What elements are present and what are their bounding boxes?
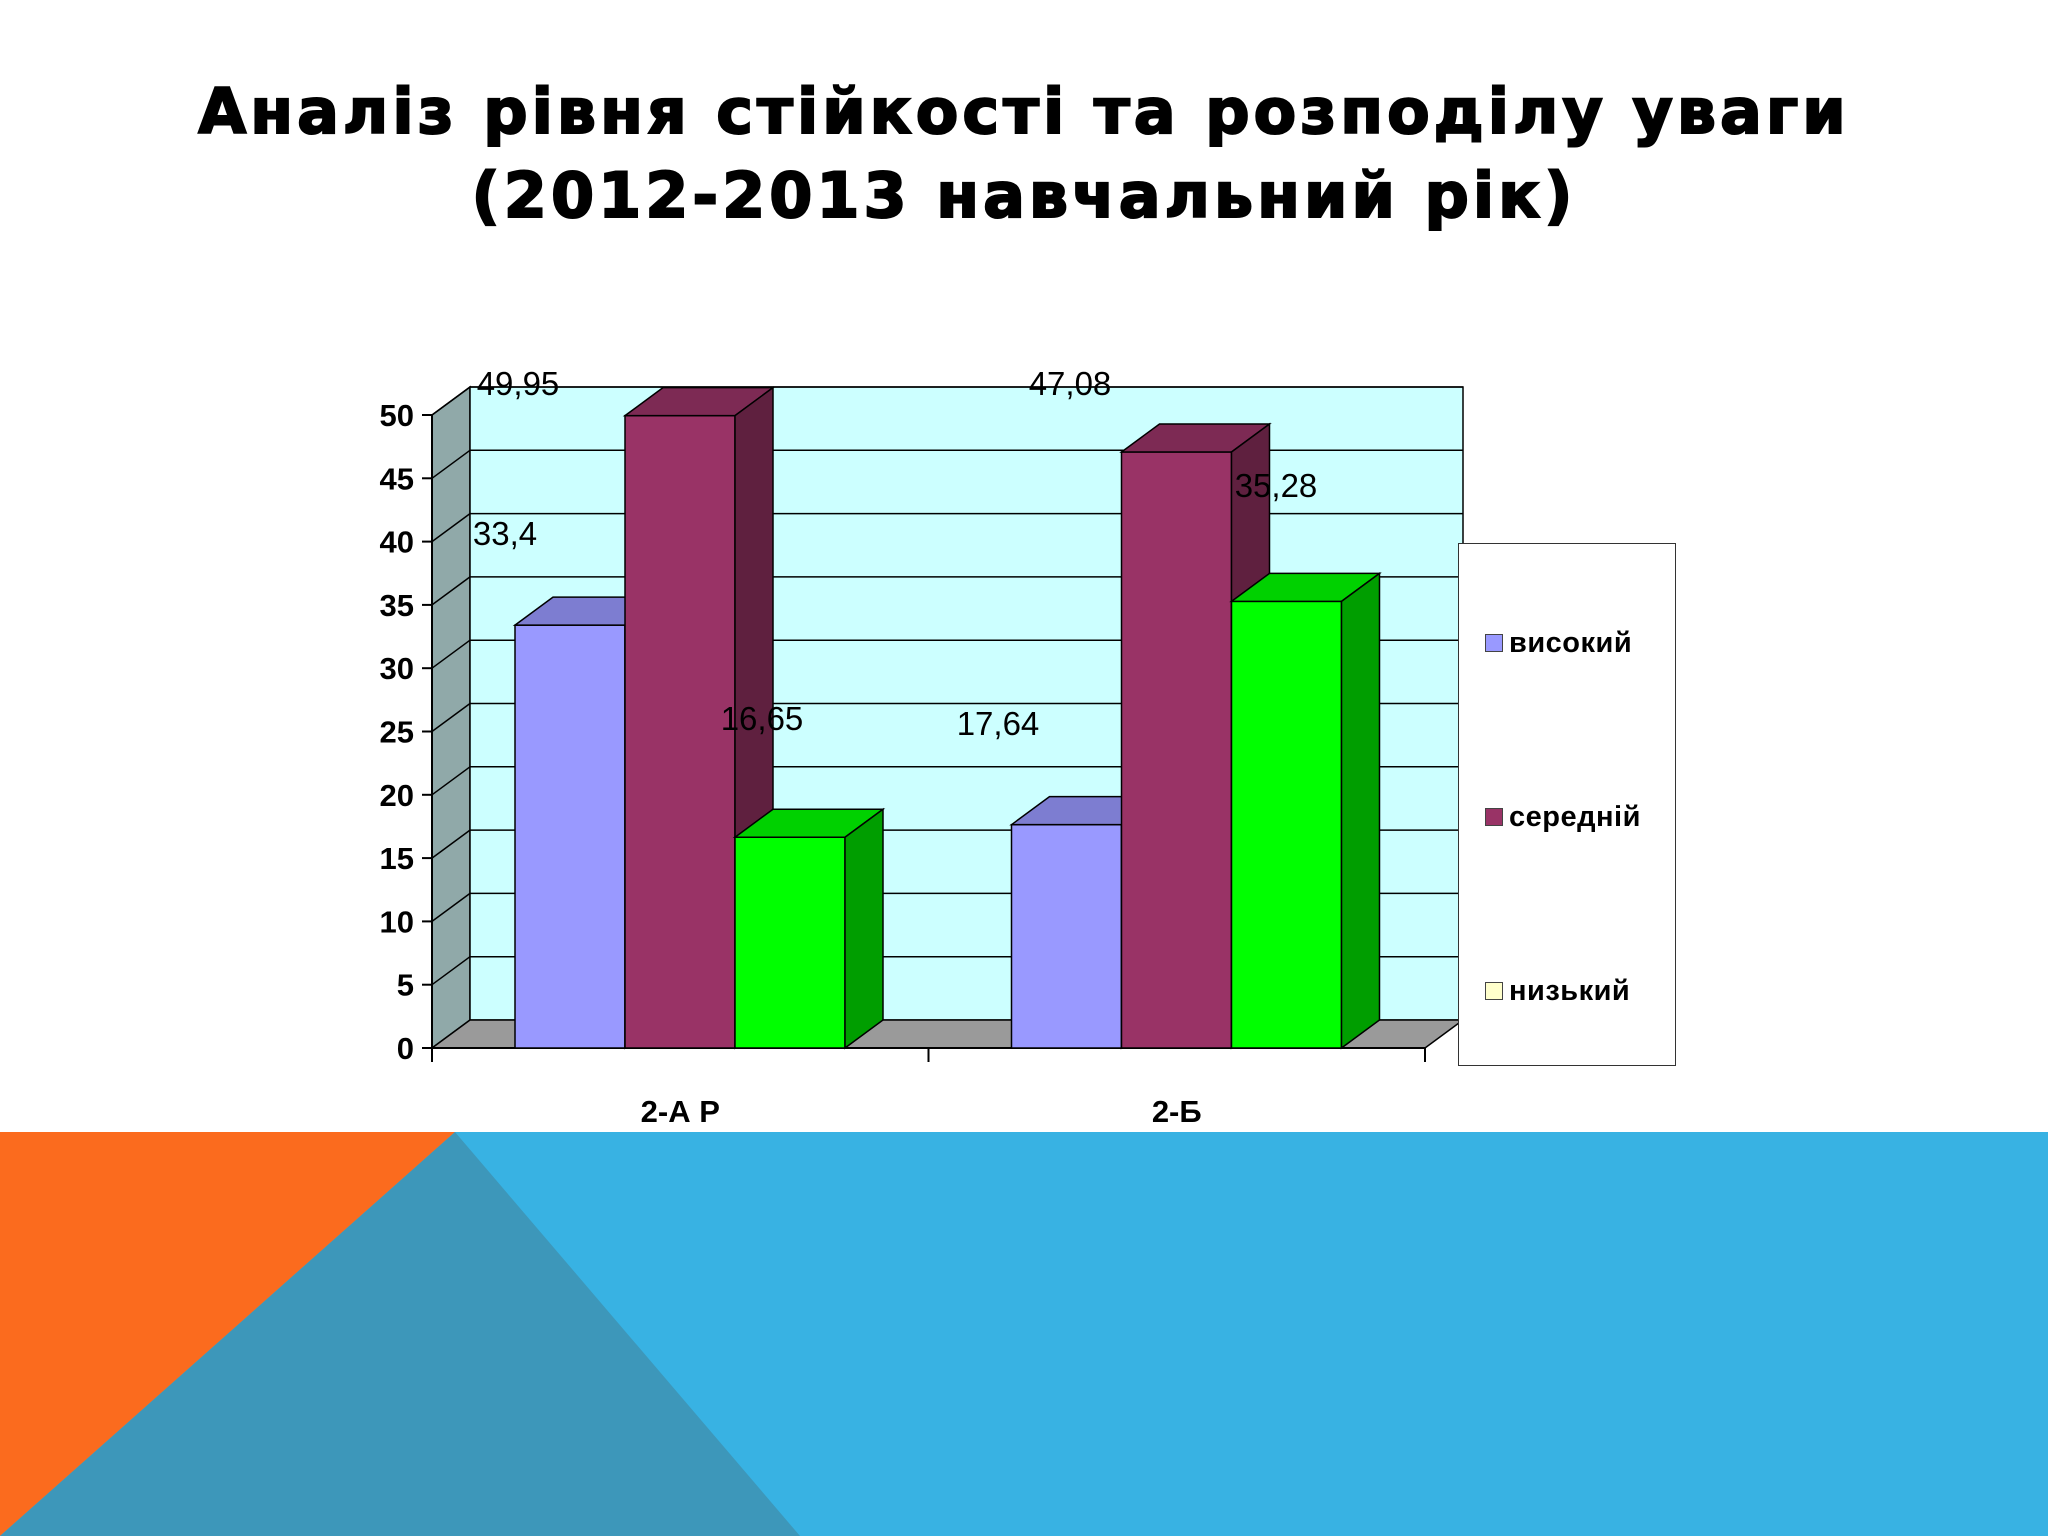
legend-item-medium: середній: [1485, 800, 1641, 833]
gridline-diagonal: [431, 576, 471, 606]
gridline-diagonal: [431, 386, 471, 416]
bar-data-label: 49,95: [477, 365, 560, 402]
gridline-diagonal: [431, 956, 471, 986]
bar-data-label: 17,64: [957, 705, 1040, 742]
gridline-diagonal: [431, 449, 471, 479]
bar-front: [734, 836, 846, 1049]
slide-title: Аналіз рівня стійкості та розподілу уваг…: [0, 70, 2048, 238]
y-axis-tick-label: 40: [380, 525, 414, 560]
bar-front: [1010, 823, 1123, 1049]
y-axis-tick-label: 5: [397, 968, 414, 1003]
bar-data-label: 16,65: [721, 700, 804, 737]
x-axis-category-label: 2-Б: [1152, 1094, 1202, 1129]
gridline-diagonal: [431, 829, 471, 859]
slide-title-line-2: (2012-2013 навчальний рік): [470, 158, 1577, 233]
bar-side: [844, 807, 884, 1050]
y-axis-tick-label: 0: [397, 1031, 414, 1066]
y-axis-tick-label: 20: [380, 778, 414, 813]
bar-front: [514, 624, 626, 1049]
bar-front: [624, 414, 736, 1049]
bar-side: [1340, 571, 1381, 1050]
x-axis-category-label: 2-А Р: [641, 1094, 720, 1129]
bar-front: [1230, 600, 1343, 1049]
y-axis-tick-label: 45: [380, 461, 414, 496]
y-axis-tick-label: 10: [380, 904, 414, 939]
legend-item-high: високий: [1485, 626, 1633, 659]
gridline-diagonal: [431, 702, 471, 733]
y-axis-tick-label: 15: [380, 841, 414, 876]
legend-label-medium: середній: [1509, 800, 1641, 833]
bar-data-label: 33,4: [473, 515, 537, 552]
gridline-diagonal: [431, 639, 471, 669]
legend-item-low: низький: [1485, 974, 1631, 1007]
gridline-diagonal: [431, 766, 471, 796]
legend-label-high: високий: [1509, 626, 1633, 659]
legend-label-low: низький: [1509, 974, 1631, 1007]
gridline-diagonal: [431, 512, 471, 543]
legend-swatch-medium: [1485, 808, 1503, 826]
band-dark-blue-triangle: [0, 1132, 800, 1536]
bar-front: [1120, 451, 1233, 1049]
bar-data-label: 47,08: [1029, 365, 1112, 402]
y-axis-tick-label: 35: [380, 588, 414, 623]
y-axis-tick-label: 50: [380, 398, 414, 433]
legend-swatch-low: [1485, 982, 1503, 1000]
y-axis-tick-label: 30: [380, 651, 414, 686]
chart-bars: [512, 386, 1382, 1050]
chart-legend: високий середній низький: [1458, 543, 1676, 1066]
gridline-diagonal: [431, 892, 471, 923]
legend-swatch-high: [1485, 634, 1503, 652]
chart-data-labels: 33,4 49,95 16,65 17,64 47,08 35,28: [473, 365, 1317, 742]
decorative-bottom-band: [0, 1132, 2048, 1536]
y-axis-tick-label: 25: [380, 715, 414, 750]
bar-data-label: 35,28: [1235, 467, 1318, 504]
slide-title-line-1: Аналіз рівня стійкості та розподілу уваг…: [197, 74, 1850, 149]
